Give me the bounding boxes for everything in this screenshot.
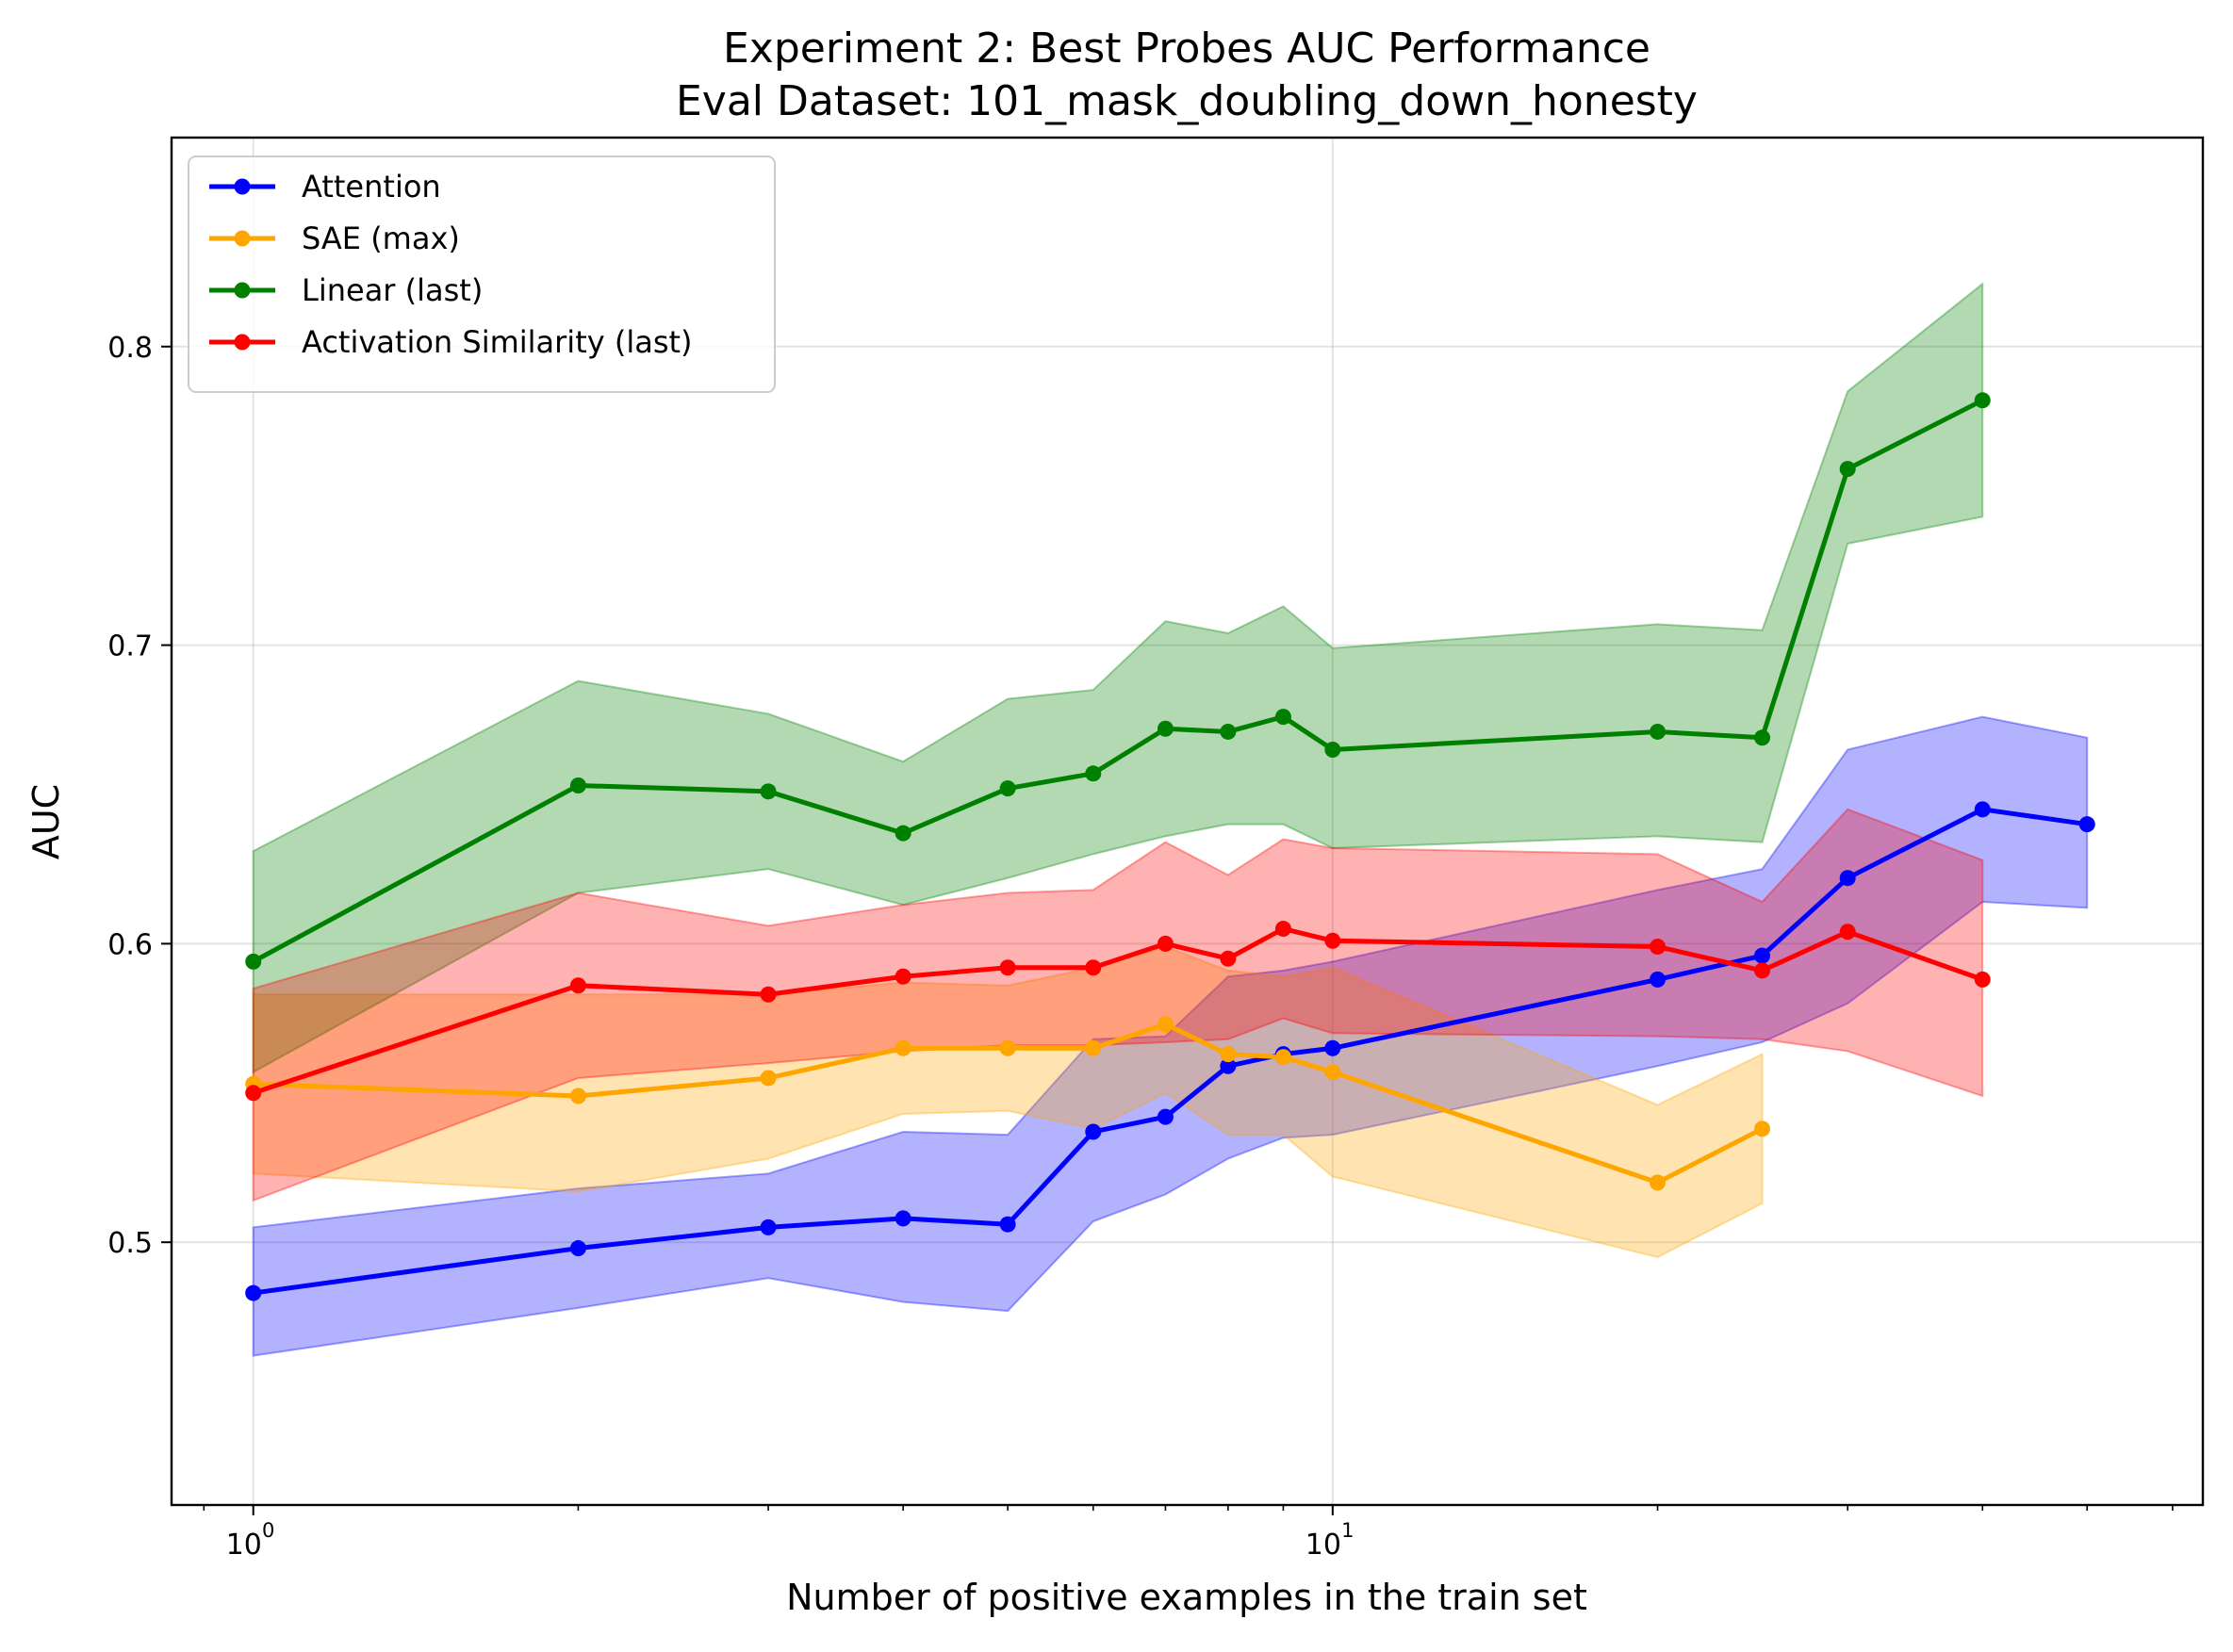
data-point [1650, 939, 1667, 956]
data-point [245, 1284, 262, 1301]
series-line [253, 1022, 1764, 1186]
data-point [1157, 935, 1174, 952]
data-point [1974, 801, 1991, 818]
chart-subtitle: Eval Dataset: 101_mask_doubling_down_hon… [676, 77, 1698, 125]
x-tick-label: 10 [226, 1529, 262, 1562]
legend-entry-label: Attention [302, 169, 441, 204]
data-point [1085, 765, 1102, 782]
data-point [1324, 741, 1341, 758]
data-point [1220, 1057, 1237, 1074]
confidence-band [252, 282, 1984, 1074]
data-point [895, 825, 911, 842]
y-tick-label: 0.6 [107, 928, 153, 961]
data-point [1220, 1046, 1237, 1063]
data-point [245, 1085, 262, 1102]
data-point [1085, 959, 1102, 976]
y-tick-label: 0.7 [107, 630, 153, 663]
data-point [1839, 461, 1856, 478]
x-tick-label: 10 [1305, 1529, 1341, 1562]
data-point [1157, 720, 1174, 737]
data-point [760, 783, 777, 800]
data-point [895, 1039, 911, 1056]
y-tick-label: 0.8 [107, 332, 153, 365]
legend-marker [234, 230, 251, 247]
data-point [999, 780, 1016, 797]
data-point [760, 1070, 777, 1087]
data-point [999, 959, 1016, 976]
legend-marker [234, 334, 251, 351]
data-point [1157, 1108, 1174, 1125]
data-point [1085, 1123, 1102, 1140]
data-point [1754, 729, 1771, 746]
legend-entry-label: Linear (last) [302, 272, 483, 308]
data-point [1220, 950, 1237, 967]
confidence-band [252, 945, 1764, 1259]
x-tick-exponent: 0 [262, 1519, 274, 1542]
data-point [1754, 962, 1771, 979]
data-point [999, 1216, 1016, 1233]
y-tick-label: 0.5 [107, 1227, 153, 1260]
data-point [569, 977, 586, 994]
data-point [2078, 816, 2095, 833]
axis-ticks: 0.50.60.70.810 0 10 1 [107, 332, 2174, 1562]
data-point [1324, 1064, 1341, 1081]
legend-marker [234, 282, 251, 299]
data-point [1274, 1049, 1291, 1066]
data-point [1157, 1016, 1174, 1033]
x-axis-label: Number of positive examples in the train… [786, 1577, 1587, 1618]
chart-title: Experiment 2: Best Probes AUC Performanc… [723, 25, 1650, 73]
plot-area-frame [170, 136, 2205, 1507]
data-point [1754, 1120, 1771, 1137]
legend-entry-label: SAE (max) [302, 221, 460, 256]
data-point [569, 1240, 586, 1257]
data-point [1274, 709, 1291, 726]
data-point [1839, 870, 1856, 887]
legend: Attention SAE (max) Linear (last) Activatio… [188, 155, 776, 393]
data-point [1974, 392, 1991, 409]
legend-entry-label: Activation Similarity (last) [302, 324, 693, 360]
series-line [252, 926, 1984, 1096]
series-lines [252, 398, 2088, 1296]
series-line [252, 398, 1984, 964]
data-point [569, 777, 586, 793]
data-point [895, 1210, 911, 1227]
data-point [999, 1039, 1016, 1056]
data-point [895, 968, 911, 985]
legend-marker [234, 178, 251, 195]
data-point [1754, 947, 1771, 964]
data-point [1324, 1039, 1341, 1056]
data-point [1974, 971, 1991, 988]
data-point [1274, 921, 1291, 938]
data-point [1650, 971, 1667, 988]
data-point [1650, 1174, 1667, 1191]
data-point [1085, 1039, 1102, 1056]
data-point [760, 1219, 777, 1235]
data-point [1839, 924, 1856, 940]
x-tick-exponent: 1 [1341, 1519, 1354, 1542]
data-point [1324, 932, 1341, 949]
data-point [1220, 723, 1237, 740]
data-point [760, 986, 777, 1003]
y-axis-label: AUC [25, 784, 67, 859]
confidence-band [252, 715, 2089, 1357]
series-points [245, 392, 2095, 1301]
confidence-bands [252, 282, 2089, 1357]
legend-box [188, 155, 776, 393]
data-point [245, 953, 262, 970]
data-point [1650, 723, 1667, 740]
data-point [569, 1088, 586, 1104]
